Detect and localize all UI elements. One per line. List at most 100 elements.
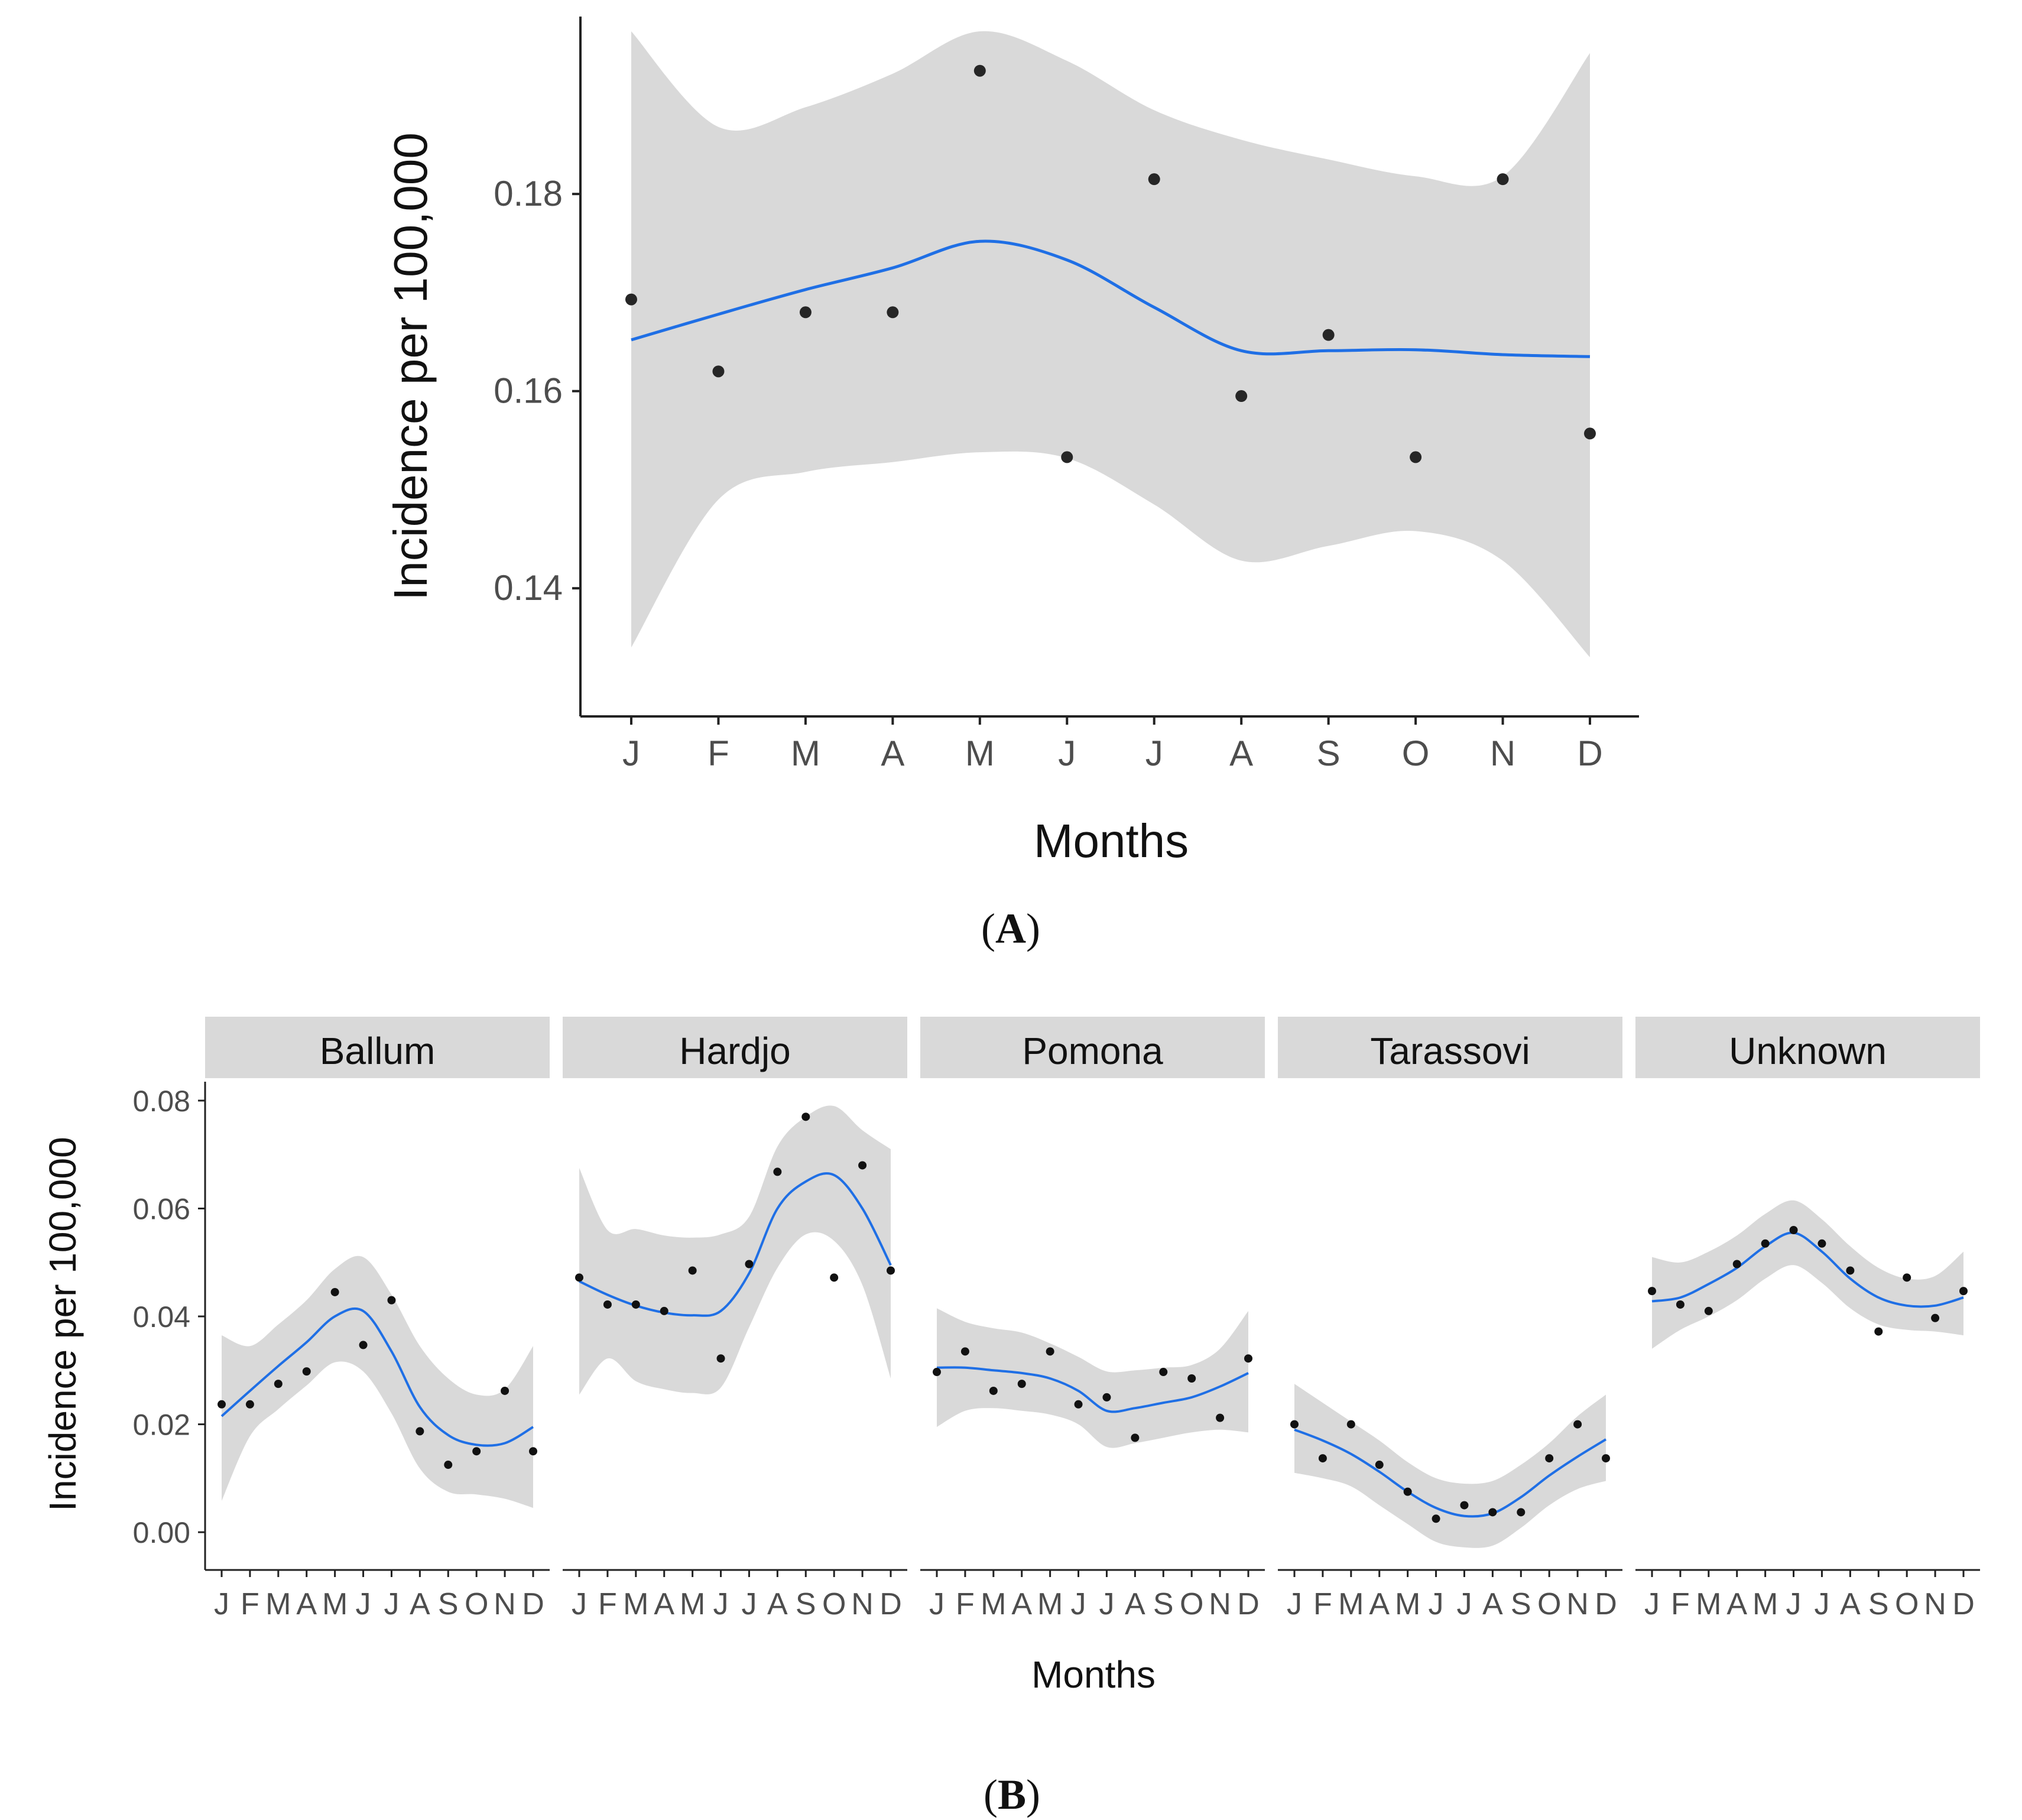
- facet-point: [1131, 1433, 1140, 1442]
- facet-x-tick-label: M: [265, 1587, 291, 1621]
- facet-point: [989, 1386, 998, 1395]
- facet-point: [960, 1347, 969, 1356]
- facet-x-tick-label: F: [1671, 1587, 1690, 1621]
- panel-a-y-tick-label: 0.14: [494, 568, 563, 608]
- facet-strip: [1278, 1017, 1622, 1078]
- facet-point: [387, 1296, 396, 1305]
- facet-x-tick-label: M: [1696, 1587, 1721, 1621]
- panel-a-point: [1584, 427, 1596, 440]
- facet-x-tick-label: D: [1237, 1587, 1260, 1621]
- facet-x-tick-label: N: [1566, 1587, 1589, 1621]
- facet-point: [245, 1400, 254, 1409]
- panel-a-x-axis-label: Months: [1034, 815, 1189, 867]
- panel-a-point: [887, 306, 899, 319]
- facet-point: [1545, 1454, 1554, 1463]
- facet-point: [1704, 1306, 1713, 1315]
- facet-loess-line: [220, 1307, 534, 1447]
- facet-x-tick-label: D: [522, 1587, 544, 1621]
- facet-strip-label: Tarassovi: [1370, 1030, 1530, 1072]
- facet-point: [1187, 1374, 1196, 1383]
- facet-x-tick-label: O: [1895, 1587, 1919, 1621]
- facet-x-tick-label: N: [851, 1587, 874, 1621]
- facet-point: [1874, 1327, 1883, 1336]
- facet-x-tick-label: D: [879, 1587, 902, 1621]
- facet-strip: [205, 1017, 550, 1078]
- facet-point: [1290, 1420, 1299, 1429]
- facet-x-tick-label: A: [1369, 1587, 1390, 1621]
- facet-point: [1789, 1225, 1798, 1234]
- facet-strip: [1635, 1017, 1980, 1078]
- facet-loess-line: [1651, 1231, 1964, 1308]
- facet-x-tick-label: J: [1786, 1587, 1802, 1621]
- facet-point: [218, 1400, 226, 1409]
- facet-x-tick-label: A: [1726, 1587, 1747, 1621]
- facet-point: [1676, 1300, 1685, 1309]
- facet-strip-label: Ballum: [320, 1030, 436, 1072]
- panel-a-x-tick-label: O: [1402, 734, 1430, 773]
- facet-point: [1488, 1508, 1497, 1517]
- facet-x-tick-label: M: [1395, 1587, 1420, 1621]
- facet-point: [1931, 1313, 1940, 1322]
- panel-a-y-tick-label: 0.18: [494, 174, 563, 213]
- panel-a-x-tick-label: N: [1490, 734, 1515, 773]
- panel-b-y-axis-label: Incidence per 100,000: [41, 1137, 84, 1511]
- panel-a-caption: (A): [981, 905, 1040, 952]
- facet-x-tick-label: F: [1313, 1587, 1332, 1621]
- facet-x-tick-label: A: [1482, 1587, 1503, 1621]
- facet-x-tick-label: D: [1595, 1587, 1617, 1621]
- panel-a-y-axis-label: Incidence per 100,000: [384, 132, 437, 601]
- panel-a-x-tick-label: S: [1317, 734, 1341, 773]
- panel-a-x-tick-label: A: [1229, 734, 1253, 773]
- facet-point: [1573, 1420, 1582, 1429]
- panel-a-confidence-band: [631, 31, 1590, 657]
- facet-point: [274, 1380, 283, 1388]
- facet-point: [501, 1386, 509, 1395]
- facet-loess-line: [936, 1366, 1249, 1413]
- facet-confidence-band: [1294, 1384, 1606, 1548]
- facet-x-tick-label: O: [465, 1587, 488, 1621]
- facet-confidence-band: [937, 1308, 1248, 1448]
- panel-a-point: [1497, 173, 1509, 186]
- facet-x-tick-label: A: [654, 1587, 674, 1621]
- panel-a-point: [1148, 173, 1160, 186]
- panel-a-loess-line: [631, 239, 1591, 358]
- facet-loess-line: [1294, 1428, 1607, 1518]
- facet-x-tick-label: O: [1180, 1587, 1203, 1621]
- facet-x-tick-label: S: [796, 1587, 816, 1621]
- facet-confidence-band: [222, 1255, 533, 1508]
- facet-point: [1432, 1514, 1440, 1523]
- facet-x-tick-label: J: [713, 1587, 729, 1621]
- panel-a-point: [625, 293, 637, 306]
- facet-x-tick-label: A: [410, 1587, 430, 1621]
- facet-x-tick-label: J: [384, 1587, 399, 1621]
- facet-x-tick-label: A: [296, 1587, 317, 1621]
- facet-point: [773, 1167, 782, 1176]
- facet-point: [1017, 1380, 1026, 1388]
- facet-point: [1648, 1287, 1656, 1296]
- facet-point: [745, 1260, 754, 1269]
- facet-x-tick-label: J: [1287, 1587, 1302, 1621]
- facet-point: [472, 1447, 481, 1456]
- facet-x-tick-label: J: [356, 1587, 371, 1621]
- facet-x-tick-label: F: [956, 1587, 975, 1621]
- facet-point: [529, 1447, 537, 1456]
- facet-point: [1761, 1239, 1770, 1248]
- facet-point: [1216, 1413, 1225, 1422]
- panel-a-x-tick-label: J: [622, 734, 640, 773]
- facet-point: [801, 1112, 810, 1121]
- facet-point: [1460, 1501, 1469, 1510]
- facet-x-tick-label: J: [1814, 1587, 1829, 1621]
- facet-point: [631, 1300, 640, 1309]
- facet-x-tick-label: O: [1537, 1587, 1561, 1621]
- facet-point: [1346, 1420, 1355, 1429]
- facet-point: [1403, 1487, 1412, 1496]
- facet-x-tick-label: A: [1840, 1587, 1861, 1621]
- facet-point: [1318, 1454, 1327, 1463]
- facet-strip-label: Hardjo: [679, 1030, 791, 1072]
- facet-x-tick-label: J: [741, 1587, 757, 1621]
- panel-a-point: [1235, 390, 1248, 403]
